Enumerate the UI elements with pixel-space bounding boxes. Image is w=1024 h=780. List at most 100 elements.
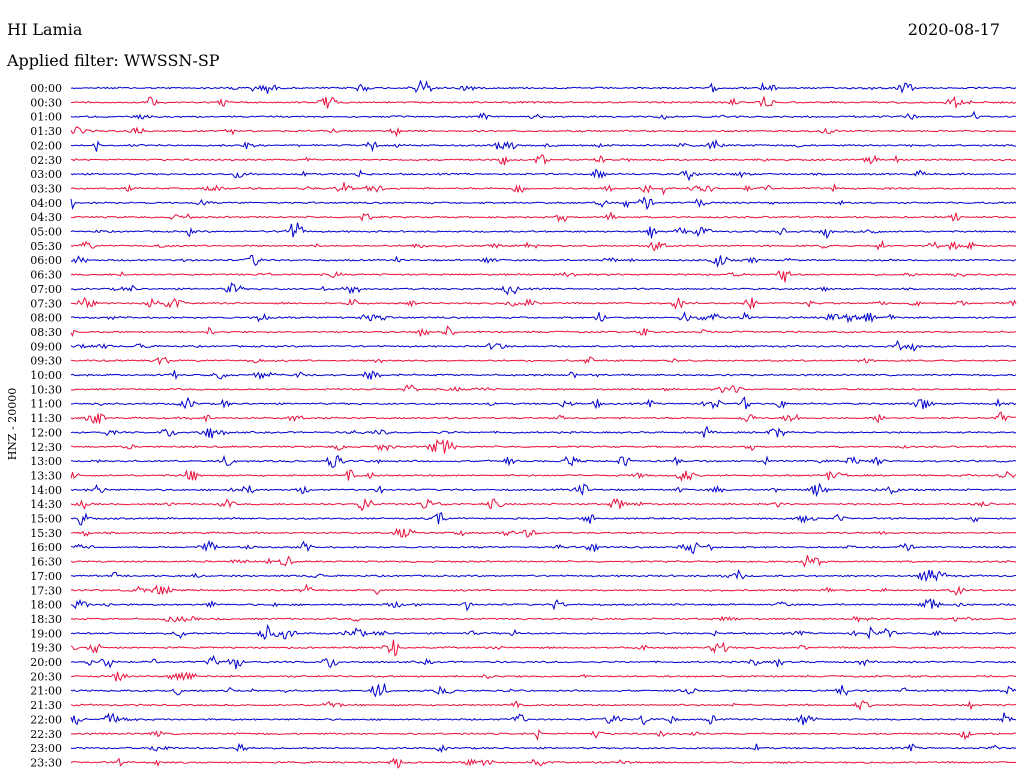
time-tick-label: 17:30	[30, 584, 62, 597]
trace-row	[70, 311, 1017, 324]
time-tick-label: 10:30	[30, 383, 62, 396]
trace-row	[70, 712, 1017, 726]
trace-row	[70, 222, 1017, 240]
trace-row	[70, 325, 1017, 338]
time-tick-label: 18:30	[30, 613, 62, 626]
trace-row	[70, 384, 1017, 394]
time-tick-label: 14:00	[30, 484, 62, 497]
trace-row	[70, 396, 1017, 410]
trace-row	[70, 568, 1017, 583]
trace-row	[70, 598, 1017, 612]
trace-row	[70, 639, 1017, 657]
trace-row	[70, 728, 1017, 742]
time-tick-label: 03:00	[30, 168, 62, 181]
time-tick-label: 15:00	[30, 513, 62, 526]
time-tick-label: 19:30	[30, 642, 62, 655]
time-tick-label: 01:30	[30, 125, 62, 138]
time-tick-label: 12:30	[30, 441, 62, 454]
trace-row	[70, 370, 1017, 381]
time-tick-label: 20:00	[30, 656, 62, 669]
trace-row	[70, 527, 1016, 538]
seismic-traces	[70, 79, 1017, 769]
time-tick-label: 10:00	[30, 369, 62, 382]
time-tick-label: 17:00	[30, 570, 62, 583]
time-tick-label: 01:00	[30, 111, 62, 124]
time-tick-label: 04:00	[30, 197, 62, 210]
trace-row	[70, 282, 1017, 296]
time-tick-label: 00:00	[30, 82, 62, 95]
trace-row	[70, 671, 1017, 682]
time-tick-label: 19:00	[30, 627, 62, 640]
trace-row	[71, 211, 1017, 223]
time-tick-label: 03:30	[30, 182, 62, 195]
time-tick-label: 08:30	[30, 326, 62, 339]
time-tick-label: 04:30	[30, 211, 62, 224]
trace-row	[70, 168, 1017, 182]
time-tick-label: 12:00	[30, 426, 62, 439]
trace-row	[70, 153, 1017, 166]
trace-row	[70, 182, 1017, 196]
time-tick-label: 14:30	[30, 498, 62, 511]
trace-row	[70, 583, 1017, 596]
trace-row	[70, 79, 1017, 94]
station-title: HI Lamia	[7, 20, 83, 39]
time-tick-label: 20:30	[30, 670, 62, 683]
trace-row	[70, 624, 1017, 641]
trace-row	[70, 700, 1017, 711]
trace-row	[70, 757, 1017, 769]
time-tick-label: 22:00	[30, 713, 62, 726]
trace-row	[70, 555, 1017, 568]
trace-row	[70, 482, 1017, 498]
trace-row	[70, 742, 1017, 754]
trace-row	[70, 196, 1017, 211]
trace-row	[70, 239, 1017, 252]
time-tick-label: 06:00	[30, 254, 62, 267]
trace-row	[70, 339, 1017, 352]
time-tick-label: 16:00	[30, 541, 62, 554]
time-tick-label: 07:00	[30, 283, 62, 296]
trace-row	[70, 539, 1017, 555]
time-tick-label: 18:00	[30, 599, 62, 612]
trace-row	[70, 296, 1017, 310]
time-tick-label: 13:00	[30, 455, 62, 468]
filter-label: Applied filter: WWSSN-SP	[7, 51, 220, 70]
time-tick-label: 11:00	[30, 398, 62, 411]
time-tick-label: 05:00	[30, 226, 62, 239]
trace-row	[70, 683, 1017, 698]
trace-row	[70, 255, 1017, 268]
time-tick-label: 15:30	[30, 527, 62, 540]
trace-row	[70, 512, 1017, 526]
time-tick-label: 02:00	[30, 139, 62, 152]
time-tick-label: 05:30	[30, 240, 62, 253]
time-tick-label: 00:30	[30, 96, 62, 109]
date-label: 2020-08-17	[907, 20, 1000, 39]
time-tick-label: 21:00	[30, 685, 62, 698]
time-tick-label: 07:30	[30, 297, 62, 310]
time-tick-label: 23:30	[30, 756, 62, 769]
time-tick-label: 09:30	[30, 355, 62, 368]
time-tick-label: 22:30	[30, 728, 62, 741]
trace-row	[70, 615, 1017, 623]
trace-row	[70, 438, 1017, 454]
time-tick-label: 09:00	[30, 340, 62, 353]
time-tick-label: 08:00	[30, 312, 62, 325]
time-tick-label: 16:30	[30, 556, 62, 569]
trace-row	[70, 138, 1017, 153]
trace-row	[70, 469, 1017, 482]
trace-row	[70, 425, 1017, 439]
time-tick-label: 11:30	[30, 412, 62, 425]
trace-row	[71, 95, 1017, 109]
time-tick-label: 23:00	[30, 742, 62, 755]
trace-row	[70, 654, 1017, 670]
trace-row	[70, 270, 1017, 283]
trace-row	[70, 356, 1017, 366]
trace-row	[71, 454, 1017, 468]
trace-row	[70, 110, 1017, 121]
time-tick-label: 02:30	[30, 154, 62, 167]
trace-row	[70, 126, 1017, 138]
trace-row	[70, 411, 1017, 424]
time-tick-label: 06:30	[30, 269, 62, 282]
time-tick-label: 13:30	[30, 469, 62, 482]
